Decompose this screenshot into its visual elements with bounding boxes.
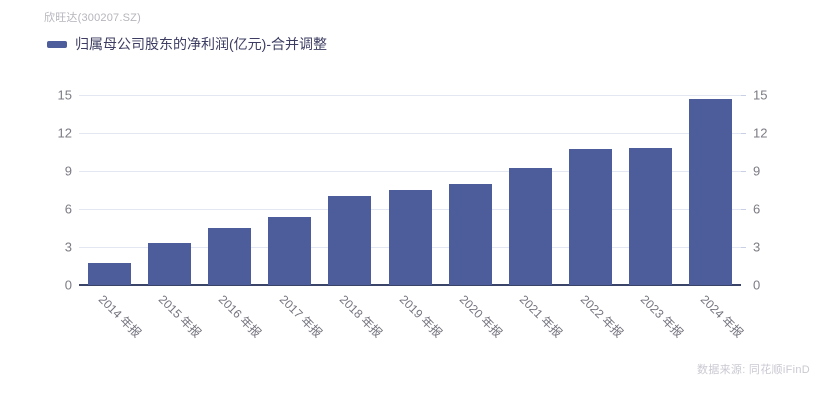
y-axis-label-right: 9 [753,163,761,179]
bar-2024[interactable] [689,98,733,285]
x-axis-label: 2015 年报 [156,292,205,341]
y-axis-label-right: 3 [753,239,761,255]
bar-2014[interactable] [87,263,131,285]
bar-2021[interactable] [508,168,552,285]
x-axis-label: 2019 年报 [396,292,445,341]
y-axis-label-right: 0 [753,277,761,293]
bar-2020[interactable] [448,183,492,285]
bar-2016[interactable] [207,228,251,285]
gridline [79,95,741,96]
x-axis-label: 2018 年报 [336,292,385,341]
right-axis-tick [741,95,746,96]
bar-2018[interactable] [328,196,372,285]
plot-area [79,95,741,286]
bar-2022[interactable] [569,149,613,285]
x-axis-label: 2017 年报 [276,292,325,341]
y-axis-label-left: 15 [57,87,72,103]
y-axis-label-left: 3 [64,239,72,255]
right-axis-tick [741,209,746,210]
y-axis-label-left: 6 [64,201,72,217]
y-axis-label-left: 0 [64,277,72,293]
right-axis-tick [741,133,746,134]
x-axis-label: 2022 年报 [577,292,626,341]
right-axis-tick [741,247,746,248]
y-axis-label-left: 12 [57,125,72,141]
legend-label: 归属母公司股东的净利润(亿元)-合并调整 [75,36,327,52]
legend-swatch-icon [47,40,67,48]
x-axis-label: 2024 年报 [697,292,746,341]
y-axis-label-right: 12 [753,125,768,141]
gridline [79,171,741,172]
x-axis-label: 2014 年报 [95,292,144,341]
x-axis-line [79,284,741,286]
gridline [79,133,741,134]
bar-2017[interactable] [268,216,312,285]
x-axis-label: 2020 年报 [456,292,506,341]
y-axis-label-right: 6 [753,201,761,217]
security-title: 欣旺达(300207.SZ) [44,12,141,24]
legend-item[interactable]: 归属母公司股东的净利润(亿元)-合并调整 [47,36,327,52]
right-axis-tick [741,171,746,172]
bar-2023[interactable] [629,148,673,285]
data-source-note: 数据来源: 同花顺iFinD [697,364,810,376]
bar-2019[interactable] [388,190,432,285]
x-axis-label: 2021 年报 [517,292,566,341]
y-axis-label-right: 15 [753,87,768,103]
x-axis-label: 2016 年报 [216,292,265,341]
y-axis-label-left: 9 [64,163,72,179]
bar-2015[interactable] [147,243,191,285]
x-axis-label: 2023 年报 [637,292,686,341]
